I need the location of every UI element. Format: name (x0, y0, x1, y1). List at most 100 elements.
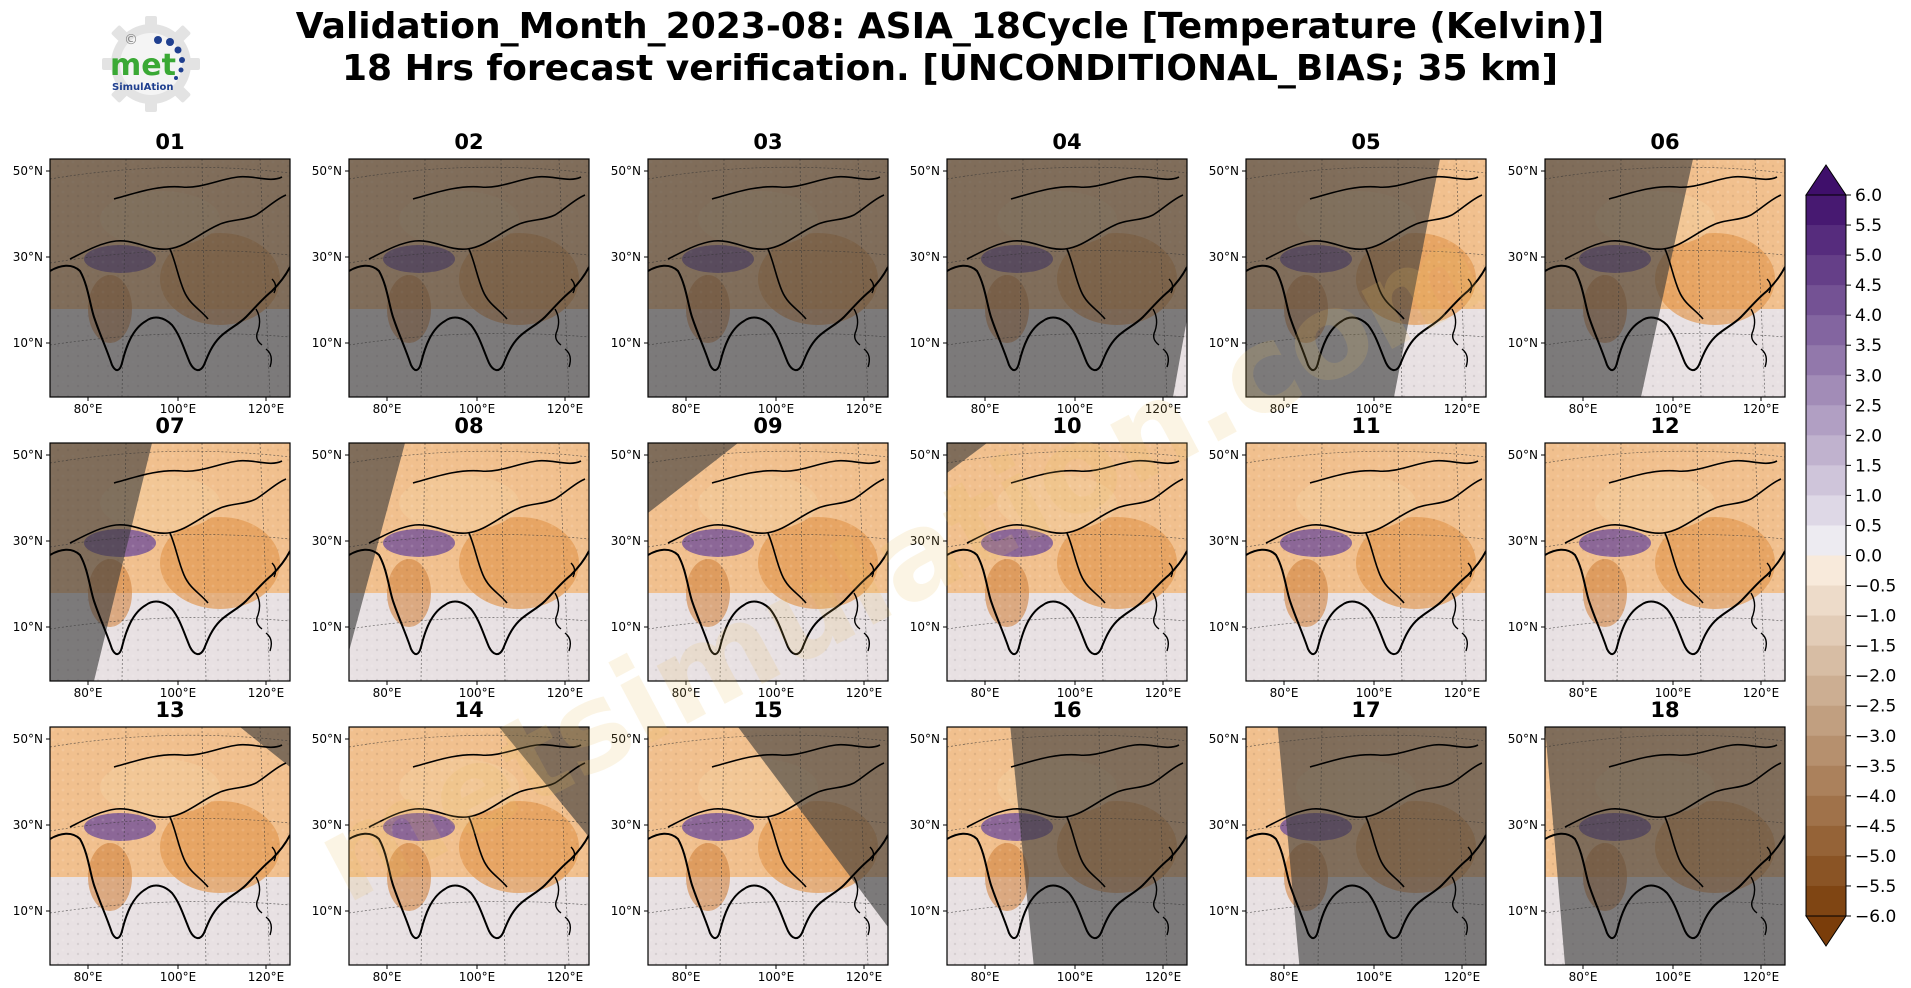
y-tick-label: 50°N (611, 164, 641, 178)
y-tick-label: 50°N (312, 732, 342, 746)
coastline (1545, 548, 1785, 655)
colorbar-tick-label: −3.5 (1855, 757, 1896, 777)
y-tick-label: 30°N (1508, 250, 1538, 264)
x-tick-label: 120°E (547, 970, 584, 984)
x-tick-label: 100°E (1655, 402, 1692, 416)
colorbar-tick-label: 2.5 (1855, 396, 1882, 416)
panel-frame (647, 442, 889, 682)
night-shading (1246, 159, 1440, 397)
panel-title: 03 (753, 130, 782, 154)
night-shading (1545, 727, 1785, 965)
panel-frame (1245, 442, 1487, 682)
night-shading (349, 443, 405, 681)
x-tick-label: 80°E (74, 686, 103, 700)
colorbar-segment (1806, 585, 1846, 617)
coastline (648, 832, 888, 939)
logo-dots (154, 36, 185, 80)
y-tick-label: 30°N (611, 534, 641, 548)
y-tick-label: 30°N (13, 250, 43, 264)
panel-17: 17 50°N 30°N 10°N 80°E 100°E 120°E (1209, 698, 1487, 984)
x-tick-label: 80°E (672, 686, 701, 700)
x-tick-label: 100°E (758, 970, 795, 984)
panel-title: 16 (1052, 698, 1081, 722)
panel-title: 18 (1650, 698, 1679, 722)
panel-13: 13 50°N 30°N 10°N 80°E 100°E 120°E (13, 698, 291, 984)
panel-title: 06 (1650, 130, 1679, 154)
y-tick-label: 50°N (13, 448, 43, 462)
colorbar-segment (1806, 435, 1846, 466)
islands (1451, 846, 1473, 936)
panel-frame (647, 158, 889, 398)
colorbar-segment (1806, 255, 1846, 286)
coastline (349, 548, 589, 655)
y-tick-label: 10°N (13, 336, 43, 350)
coastline (648, 548, 888, 655)
x-tick-label: 80°E (1569, 686, 1598, 700)
x-tick-label: 100°E (459, 970, 496, 984)
islands (255, 278, 277, 368)
panel-frame (647, 726, 889, 966)
x-tick-label: 120°E (1444, 402, 1481, 416)
colorbar-segment (1806, 345, 1846, 376)
colorbar-tick-label: 5.0 (1855, 246, 1882, 266)
y-tick-label: 30°N (910, 818, 940, 832)
y-tick-label: 10°N (1209, 904, 1239, 918)
night-shading (1277, 727, 1486, 965)
x-tick-label: 80°E (74, 970, 103, 984)
coastline (50, 264, 290, 371)
coastline (1545, 832, 1785, 939)
y-tick-label: 10°N (910, 336, 940, 350)
x-tick-label: 80°E (1270, 402, 1299, 416)
x-tick-label: 80°E (1270, 970, 1299, 984)
colorbar-tick-label: −2.0 (1855, 667, 1896, 687)
logo-word: met (110, 48, 176, 83)
panel-title: 14 (454, 698, 483, 722)
x-tick-label: 100°E (1057, 686, 1094, 700)
x-tick-label: 80°E (971, 686, 1000, 700)
colorbar-tick-label: −0.5 (1855, 577, 1896, 597)
islands (1750, 562, 1772, 652)
x-tick-label: 80°E (1569, 970, 1598, 984)
panel-frame (946, 726, 1188, 966)
colorbar-segment (1806, 195, 1846, 226)
x-tick-label: 100°E (1655, 970, 1692, 984)
y-tick-label: 50°N (910, 732, 940, 746)
panel-frame (49, 158, 291, 398)
colorbar-tick-label: 2.0 (1855, 426, 1882, 446)
panel-frame (49, 442, 291, 682)
colorbar-segment (1806, 765, 1846, 797)
x-tick-label: 100°E (1655, 686, 1692, 700)
coastline (1246, 832, 1486, 939)
panel-frame (1544, 158, 1786, 398)
colorbar-segment (1806, 825, 1846, 857)
panel-16: 16 50°N 30°N 10°N 80°E 100°E 120°E (910, 698, 1188, 984)
panel-01: 01 50°N 30°N 10°N 80°E 100°E 120°E (13, 130, 291, 416)
islands (1152, 846, 1174, 936)
y-tick-label: 10°N (611, 904, 641, 918)
y-tick-label: 10°N (312, 620, 342, 634)
y-tick-label: 50°N (1508, 164, 1538, 178)
colorbar-segment (1806, 525, 1846, 557)
coastline (947, 832, 1187, 939)
panel-frame (946, 442, 1188, 682)
x-tick-label: 120°E (248, 402, 285, 416)
colorbar-tick-label: 0.5 (1855, 516, 1882, 536)
x-tick-label: 100°E (160, 686, 197, 700)
x-tick-label: 100°E (1356, 686, 1393, 700)
panel-title: 04 (1052, 130, 1081, 154)
x-tick-label: 120°E (1145, 402, 1182, 416)
coastline (1246, 548, 1486, 655)
figure-title: Validation_Month_2023-08: ASIA_18Cycle [… (240, 6, 1660, 90)
night-shading (1010, 727, 1187, 965)
panel-08: 08 50°N 30°N 10°N 80°E 100°E 120°E (312, 414, 590, 700)
islands (554, 562, 576, 652)
colorbar-tick-label: −5.0 (1855, 847, 1896, 867)
coastline (349, 264, 589, 371)
islands (853, 562, 875, 652)
islands (853, 846, 875, 936)
y-tick-label: 10°N (13, 620, 43, 634)
colorbar-segment (1806, 675, 1846, 707)
panel-15: 15 50°N 30°N 10°N 80°E 100°E 120°E (611, 698, 889, 984)
y-tick-label: 50°N (1209, 164, 1239, 178)
